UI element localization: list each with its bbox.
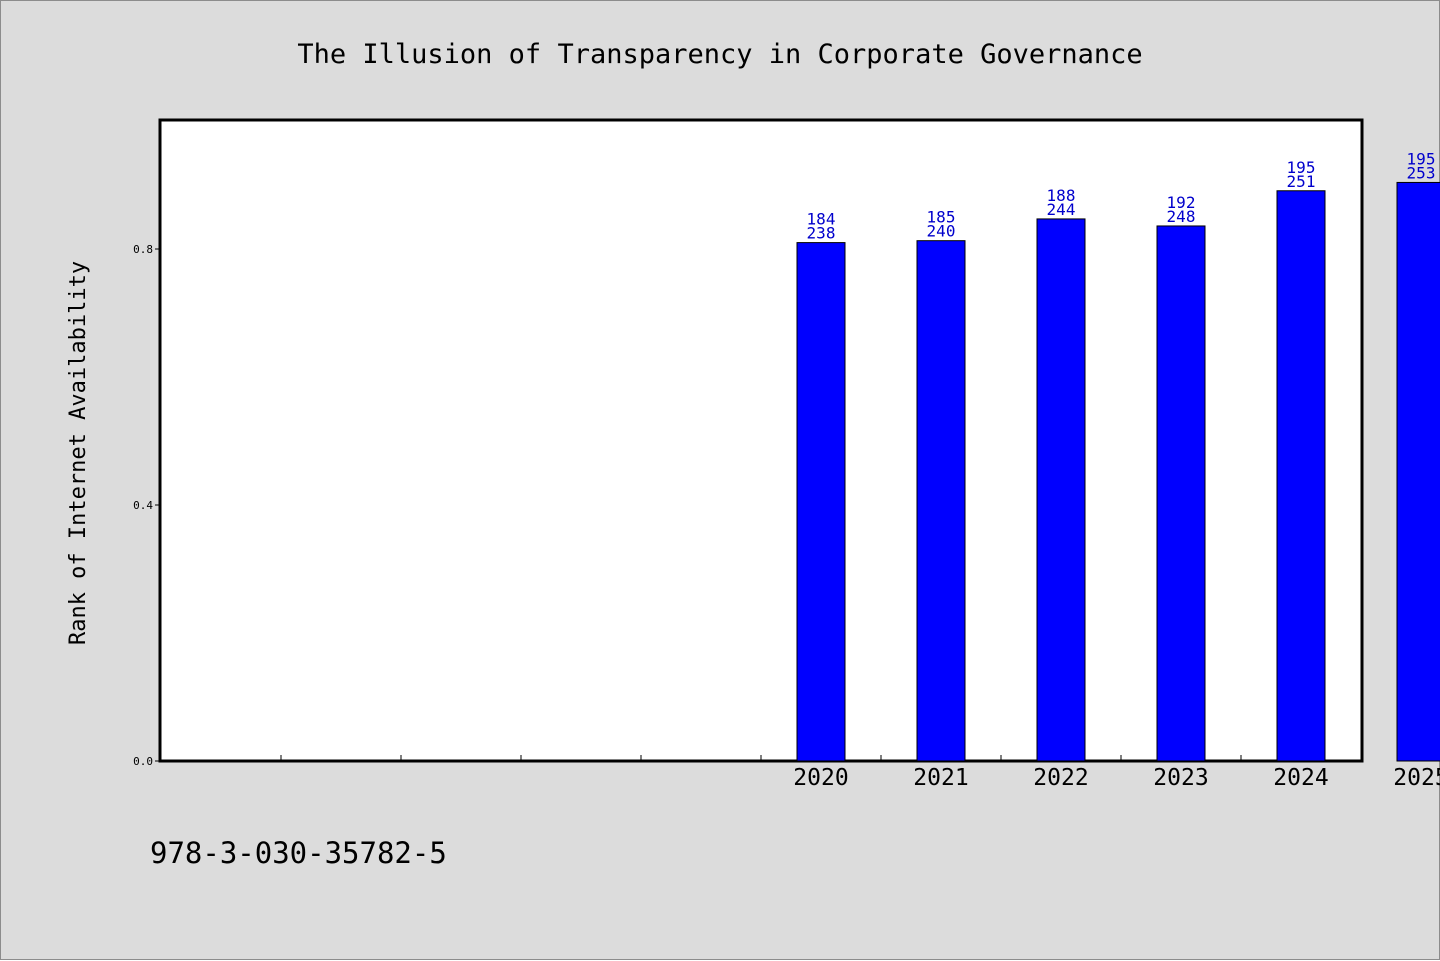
data-label-2024-2: 251 bbox=[1287, 172, 1316, 191]
bar-2025 bbox=[1396, 181, 1440, 762]
data-label-2023-1: 192 bbox=[1167, 193, 1196, 212]
x-tick-label-2024: 2024 bbox=[1273, 765, 1328, 791]
bar-2023 bbox=[1156, 225, 1206, 762]
data-label-2021-2: 240 bbox=[927, 222, 956, 241]
bar-2020 bbox=[796, 242, 846, 762]
x-tick-label-2023: 2023 bbox=[1153, 765, 1208, 791]
x-tick-label-2022: 2022 bbox=[1033, 765, 1088, 791]
data-label-2022-1: 188 bbox=[1047, 186, 1076, 205]
data-label-2020-1: 184 bbox=[807, 210, 836, 229]
y-tick-label-0.4: 0.4 bbox=[133, 499, 153, 512]
bars-layer bbox=[796, 181, 1440, 762]
isbn-text: 978-3-030-35782-5 bbox=[150, 836, 447, 870]
data-label-2025-1: 195 bbox=[1407, 149, 1436, 168]
data-label-2020-2: 238 bbox=[807, 224, 836, 243]
bar-2022 bbox=[1036, 218, 1086, 762]
y-tick-label-0.8: 0.8 bbox=[133, 243, 153, 256]
data-label-2023-2: 248 bbox=[1167, 207, 1196, 226]
data-label-2024-1: 195 bbox=[1287, 158, 1316, 177]
x-tick-label-2021: 2021 bbox=[913, 765, 968, 791]
x-tick-label-2025: 2025 bbox=[1393, 765, 1440, 791]
bar-2024 bbox=[1276, 190, 1326, 762]
axes-layer: 2020 2021 2022 2023 2024 2025 0.0 0.4 0.8 bbox=[133, 243, 1440, 791]
data-label-2025-2: 253 bbox=[1407, 163, 1436, 182]
chart-title: The Illusion of Transparency in Corporat… bbox=[297, 39, 1142, 70]
bar-2021 bbox=[916, 240, 966, 762]
y-tick-label-0.0: 0.0 bbox=[133, 755, 153, 768]
data-label-2022-2: 244 bbox=[1047, 200, 1076, 219]
x-tick-label-2020: 2020 bbox=[793, 765, 848, 791]
y-axis-label: Rank of Internet Availability bbox=[66, 261, 91, 645]
data-label-2021-1: 185 bbox=[927, 208, 956, 227]
